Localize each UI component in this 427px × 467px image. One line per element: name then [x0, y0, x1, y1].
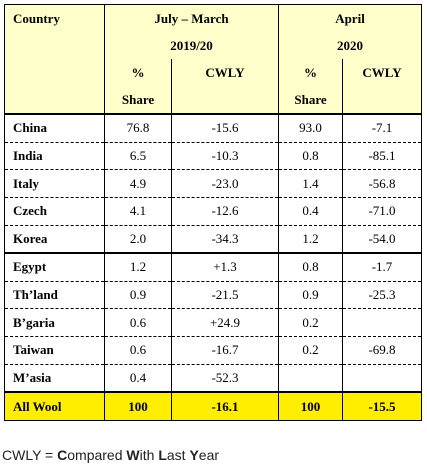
cwly1-cell: -21.5	[171, 280, 279, 309]
country-cell: Taiwan	[4, 336, 105, 365]
header-period1-line2: 2019/20	[104, 32, 279, 59]
header-cwly2: CWLY	[342, 59, 422, 114]
share1-cell: 0.6	[104, 336, 172, 365]
share1-cell: 0.9	[104, 280, 172, 309]
share2-cell: 0.8	[278, 141, 343, 170]
country-cell: B’garia	[4, 308, 105, 337]
total-share1: 100	[104, 391, 172, 421]
table-row: China 76.8 -15.6 93.0 -7.1	[4, 112, 422, 143]
cwly1-cell: -34.3	[171, 224, 279, 254]
cwly1-cell: -12.6	[171, 196, 279, 226]
header-country-blank	[4, 59, 105, 86]
footnote-word-last: ast	[166, 447, 190, 463]
share1-cell: 6.5	[104, 141, 172, 170]
country-cell: Korea	[4, 224, 105, 254]
footnote-word-year: ear	[198, 447, 220, 463]
cwly1-cell: -15.6	[171, 112, 279, 143]
header-country-blank	[4, 32, 105, 59]
cwly1-cell: +1.3	[171, 252, 279, 282]
header-country: Country	[4, 4, 105, 32]
header-share2-label: Share	[278, 86, 343, 114]
country-cell: Czech	[4, 196, 105, 226]
share2-cell: 0.2	[278, 336, 343, 365]
table-row: Egypt 1.2 +1.3 0.8 -1.7	[4, 252, 422, 282]
footnote-cap-l: L	[158, 447, 167, 463]
footnote-cwly-definition: CWLY = Compared With Last Year	[2, 447, 219, 463]
cwly1-cell: -52.3	[171, 363, 279, 393]
header-period2-line1: April	[278, 4, 422, 32]
footnote-cap-y: Y	[189, 447, 199, 463]
header-period1-line1: July – March	[104, 4, 279, 32]
header-share1-label: Share	[104, 86, 172, 114]
table-row: Th’land 0.9 -21.5 0.9 -25.3	[4, 280, 422, 309]
cwly1-cell: -23.0	[171, 169, 279, 198]
footnote-cap-c: C	[57, 447, 68, 463]
share1-cell: 76.8	[104, 112, 172, 143]
cwly2-cell	[342, 308, 422, 337]
country-cell: Th’land	[4, 280, 105, 309]
header-share1-pct: %	[104, 59, 172, 86]
total-row: All Wool 100 -16.1 100 -15.5	[4, 391, 422, 421]
country-cell: India	[4, 141, 105, 170]
cwly1-cell: -16.7	[171, 336, 279, 365]
cwly2-cell: -71.0	[342, 196, 422, 226]
share1-cell: 0.4	[104, 363, 172, 393]
cwly1-cell: +24.9	[171, 308, 279, 337]
share2-cell: 0.2	[278, 308, 343, 337]
share2-cell: 0.9	[278, 280, 343, 309]
cwly2-cell: -56.8	[342, 169, 422, 198]
cwly2-cell: -54.0	[342, 224, 422, 254]
share1-cell: 4.1	[104, 196, 172, 226]
table-row: Taiwan 0.6 -16.7 0.2 -69.8	[4, 336, 422, 365]
country-cell: Italy	[4, 169, 105, 198]
footnote-word-compared: ompared	[67, 447, 127, 463]
share1-cell: 2.0	[104, 224, 172, 254]
share2-cell: 93.0	[278, 112, 343, 143]
share1-cell: 1.2	[104, 252, 172, 282]
table-row: B’garia 0.6 +24.9 0.2	[4, 308, 422, 337]
share2-cell	[278, 363, 343, 393]
share1-cell: 4.9	[104, 169, 172, 198]
table-row: Czech 4.1 -12.6 0.4 -71.0	[4, 196, 422, 226]
share2-cell: 0.4	[278, 196, 343, 226]
total-cwly1: -16.1	[171, 391, 279, 421]
share2-cell: 1.2	[278, 224, 343, 254]
cwly2-cell	[342, 363, 422, 393]
wool-imports-table: Country July – March April 2019/20 2020 …	[4, 4, 422, 421]
table-row: Korea 2.0 -34.3 1.2 -54.0	[4, 224, 422, 254]
total-share2: 100	[278, 391, 343, 421]
share1-cell: 0.6	[104, 308, 172, 337]
header-share2-pct: %	[278, 59, 343, 86]
table-row: Italy 4.9 -23.0 1.4 -56.8	[4, 169, 422, 198]
cwly2-cell: -1.7	[342, 252, 422, 282]
share2-cell: 0.8	[278, 252, 343, 282]
cwly1-cell: -10.3	[171, 141, 279, 170]
total-cwly2: -15.5	[342, 391, 422, 421]
footnote-abbr: CWLY	[2, 447, 42, 463]
header-country-blank	[4, 86, 105, 114]
country-cell: China	[4, 112, 105, 143]
country-cell: Egypt	[4, 252, 105, 282]
header-period2-line2: 2020	[278, 32, 422, 59]
footnote-word-with: ith	[139, 447, 159, 463]
cwly2-cell: -69.8	[342, 336, 422, 365]
header-cwly1: CWLY	[171, 59, 279, 114]
total-label: All Wool	[4, 391, 105, 421]
cwly2-cell: -25.3	[342, 280, 422, 309]
share2-cell: 1.4	[278, 169, 343, 198]
cwly2-cell: -85.1	[342, 141, 422, 170]
cwly2-cell: -7.1	[342, 112, 422, 143]
table-row: India 6.5 -10.3 0.8 -85.1	[4, 141, 422, 170]
table-row: M’asia 0.4 -52.3	[4, 363, 422, 393]
footnote-cap-w: W	[126, 447, 140, 463]
footnote-eq: =	[41, 447, 58, 463]
country-cell: M’asia	[4, 363, 105, 393]
